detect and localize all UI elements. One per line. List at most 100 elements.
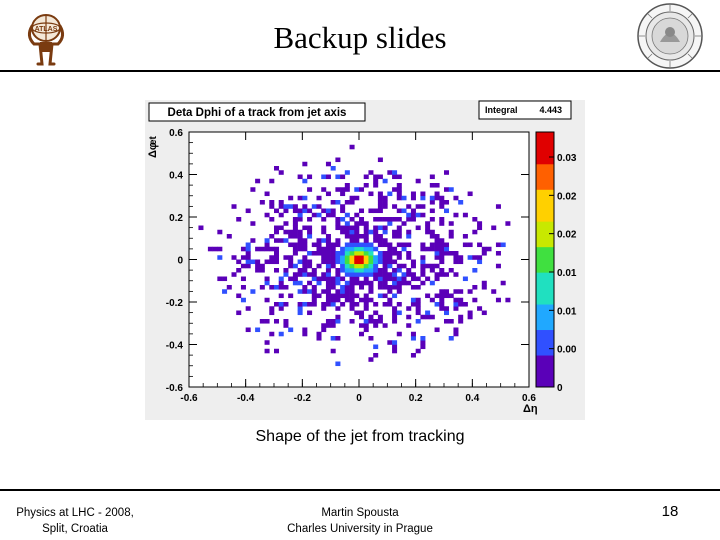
heatmap-cell	[269, 259, 275, 265]
heatmap-cell	[240, 276, 246, 282]
heatmap-cell	[325, 255, 331, 260]
heatmap-cell	[448, 336, 454, 341]
heatmap-cell	[373, 344, 379, 350]
heatmap-cell	[363, 234, 369, 239]
heatmap-cell	[297, 302, 303, 307]
heatmap-cell	[354, 221, 360, 226]
heatmap-cell	[420, 191, 426, 197]
heatmap-cell	[344, 242, 350, 248]
heatmap-cell	[505, 297, 511, 303]
heatmap-cell	[363, 242, 369, 248]
heatmap-cell	[458, 314, 464, 320]
heatmap-cell	[363, 263, 369, 269]
heatmap-cell	[231, 204, 237, 209]
heatmap-cell	[373, 255, 379, 260]
heatmap-cell	[330, 246, 336, 252]
heatmap-cell	[392, 174, 398, 180]
heatmap-cell	[401, 242, 407, 248]
heatmap-cell	[444, 306, 450, 311]
heatmap-cell	[462, 276, 468, 282]
heatmap-cell	[330, 208, 336, 214]
heatmap-cell	[354, 212, 360, 218]
heatmap-cell	[349, 302, 355, 307]
heatmap-cell	[453, 195, 459, 201]
heatmap-cell	[325, 251, 331, 256]
heatmap-cell	[444, 200, 450, 205]
heatmap-cell	[340, 251, 346, 256]
heatmap-cell	[349, 200, 355, 205]
heatmap-cell	[292, 280, 298, 286]
heatmap-cell	[269, 306, 275, 311]
heatmap-cell	[377, 280, 383, 286]
heatmap-cell	[373, 319, 379, 324]
heatmap-cell	[307, 289, 313, 294]
heatmap-cell	[302, 238, 308, 243]
heatmap-cell	[377, 255, 383, 260]
heatmap-cell	[278, 276, 284, 282]
heatmap-cell	[425, 246, 431, 252]
x-tick-label: 0.6	[522, 393, 536, 404]
heatmap-cell	[444, 293, 450, 299]
heatmap-cell	[316, 276, 322, 282]
heatmap-cell	[302, 225, 308, 231]
chart-area: Deta Dphi of a track from jet axis Integ…	[145, 100, 585, 420]
heatmap-cell	[335, 280, 341, 286]
heatmap-cell	[311, 272, 317, 277]
heatmap-cell	[377, 225, 383, 231]
heatmap-cell	[349, 234, 355, 239]
heatmap-cell	[283, 268, 289, 273]
heatmap-cell	[406, 217, 412, 222]
heatmap-cell	[316, 263, 322, 269]
heatmap-cell	[363, 251, 369, 256]
university-seal-icon	[637, 3, 703, 69]
heatmap-cell	[434, 302, 440, 307]
heatmap-cell	[302, 195, 308, 201]
heatmap-cell	[217, 229, 223, 235]
heatmap-cell	[297, 234, 303, 239]
heatmap-cell	[245, 327, 251, 333]
heatmap-cell	[401, 263, 407, 269]
heatmap-cell	[410, 302, 416, 307]
colorbar-segment	[536, 380, 554, 388]
heatmap-cell	[340, 208, 346, 214]
heatmap-cell	[335, 272, 341, 277]
heatmap-cell	[288, 204, 294, 209]
heatmap-cell	[264, 297, 270, 303]
heatmap-cell	[359, 208, 365, 214]
heatmap-cell	[477, 221, 483, 226]
heatmap-cell	[439, 246, 445, 252]
heatmap-cell	[359, 280, 365, 286]
heatmap-cell	[325, 259, 331, 265]
colorbar-frame	[535, 131, 555, 388]
heatmap-cell	[439, 293, 445, 299]
heatmap-cell	[335, 225, 341, 231]
heatmap-cell	[406, 280, 412, 286]
heatmap-cell	[425, 310, 431, 316]
colorbar-segment	[536, 253, 554, 260]
heatmap-cell	[373, 310, 379, 316]
heatmap-cell	[368, 272, 374, 277]
heatmap-cell	[311, 302, 317, 307]
heatmap-cell	[349, 195, 355, 201]
heatmap-cell	[307, 280, 313, 286]
heatmap-cell	[321, 289, 327, 294]
heatmap-cell	[382, 242, 388, 248]
heatmap-cell	[382, 323, 388, 328]
heatmap-cell	[420, 259, 426, 265]
atlas-logo-text: ATLAS	[35, 26, 58, 33]
heatmap-cell	[325, 297, 331, 303]
heatmap-cell	[359, 297, 365, 303]
heatmap-cell	[462, 234, 468, 239]
heatmap-cell	[377, 319, 383, 324]
heatmap-cell	[373, 302, 379, 307]
heatmap-cell	[401, 246, 407, 252]
heatmap-cell	[396, 242, 402, 248]
heatmap-cell	[439, 259, 445, 265]
heatmap-cell	[307, 302, 313, 307]
colorbar-segment	[536, 221, 554, 229]
heatmap-cell	[448, 187, 454, 192]
heatmap-cell	[283, 323, 289, 328]
heatmap-cell	[425, 276, 431, 282]
heatmap-cell	[396, 229, 402, 235]
heatmap-cell	[316, 204, 322, 209]
